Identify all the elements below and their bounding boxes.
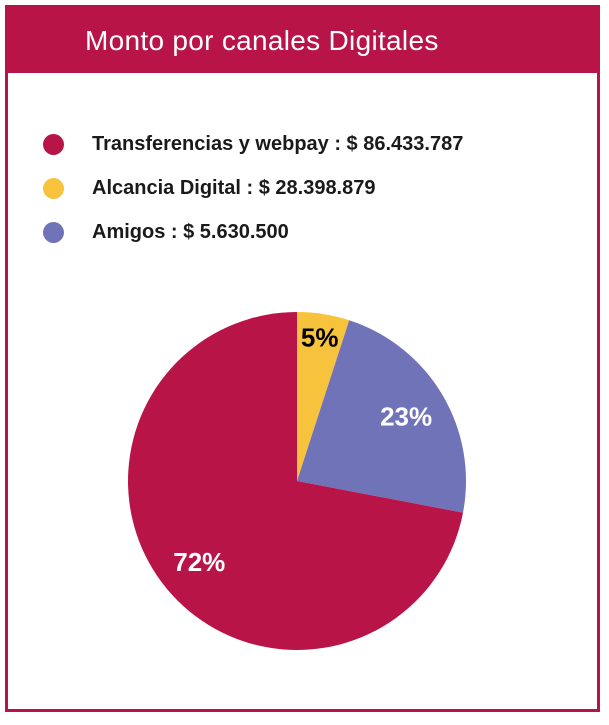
pie-slice-1 <box>297 320 467 513</box>
legend-item: Alcancia Digital : $ 28.398.879 <box>43 166 597 210</box>
legend-swatch-amigos <box>43 221 64 243</box>
pie-slice-label-1: 23% <box>380 402 432 432</box>
pie-slice-2 <box>128 312 464 650</box>
legend-label-transferencias: Transferencias y webpay : $ 86.433.787 <box>92 132 464 155</box>
legend-label-alcancia: Alcancia Digital : $ 28.398.879 <box>92 176 376 199</box>
legend-label-amigos: Amigos : $ 5.630.500 <box>92 220 289 243</box>
legend-swatch-transferencias <box>43 133 64 155</box>
chart-title-bar: Monto por canales Digitales <box>8 8 597 73</box>
legend-item: Transferencias y webpay : $ 86.433.787 <box>43 122 597 166</box>
legend-item: Amigos : $ 5.630.500 <box>43 210 597 254</box>
pie-slice-0 <box>297 312 350 481</box>
pie-chart: 5% 23% 72% <box>128 312 467 650</box>
pie-slice-label-2: 72% <box>173 547 225 577</box>
pie-slice-label-0: 5% <box>301 322 339 352</box>
chart-card: Monto por canales Digitales Transferenci… <box>5 5 600 712</box>
legend-swatch-alcancia <box>43 177 64 199</box>
chart-legend: Transferencias y webpay : $ 86.433.787 A… <box>8 122 597 254</box>
chart-title: Monto por canales Digitales <box>85 24 439 56</box>
